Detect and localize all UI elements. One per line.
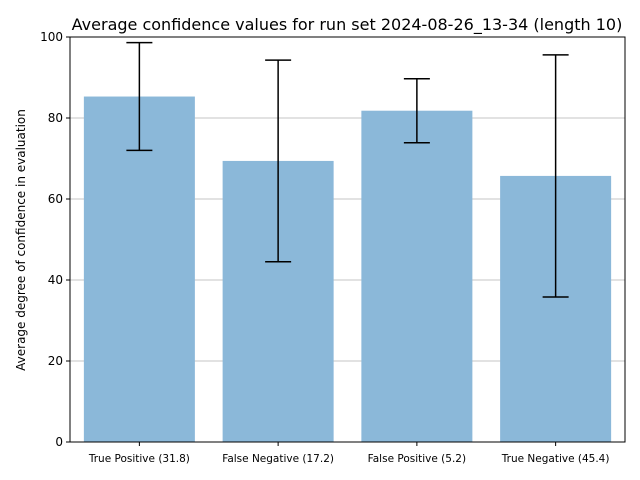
y-tick-label: 0 (55, 435, 63, 449)
bar (83, 96, 195, 442)
y-tick-label: 40 (48, 273, 63, 287)
y-tick-label: 20 (48, 354, 63, 368)
x-tick-label: True Negative (45.4) (501, 453, 610, 465)
y-tick-label: 60 (48, 192, 63, 206)
error-bars (126, 41, 569, 298)
x-tick-label: False Negative (17.2) (222, 453, 334, 465)
y-axis: 0 20 40 60 80 100 (40, 30, 70, 449)
x-tick-label: False Positive (5.2) (368, 453, 466, 465)
y-tick-label: 80 (48, 111, 63, 125)
y-tick-label: 100 (40, 30, 63, 44)
y-axis-label: Average degree of confidence in evaluati… (14, 109, 28, 371)
bars (83, 96, 612, 443)
x-axis: True Positive (31.8) False Negative (17.2… (88, 442, 610, 465)
bar (361, 110, 473, 443)
x-tick-label: True Positive (31.8) (88, 453, 190, 465)
plot-frame (69, 36, 626, 443)
chart-title: Average confidence values for run set 20… (72, 15, 623, 35)
